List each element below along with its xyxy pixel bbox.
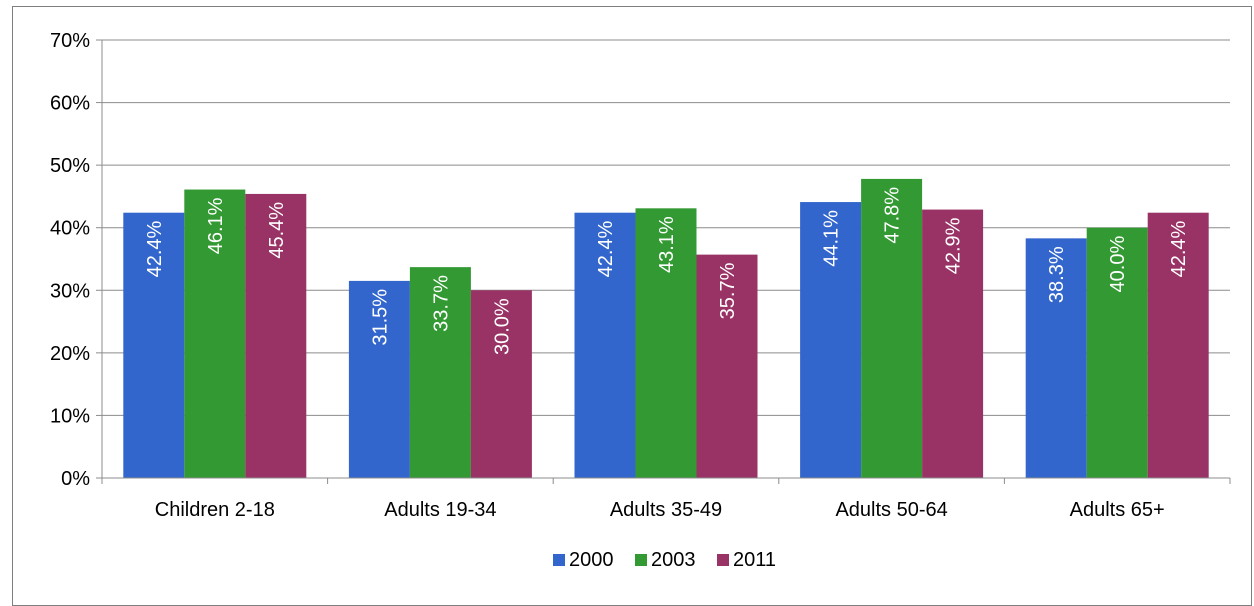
bar xyxy=(861,178,923,478)
data-label: 43.1% xyxy=(656,216,678,273)
y-tick-label: 60% xyxy=(50,93,90,115)
bar xyxy=(348,280,410,478)
bar xyxy=(1025,238,1087,478)
bar xyxy=(1086,227,1148,478)
x-tick-label: Adults 50-64 xyxy=(835,499,947,521)
bar xyxy=(1147,212,1209,478)
y-tick-label: 40% xyxy=(50,218,90,240)
data-label: 45.4% xyxy=(266,202,288,259)
bar xyxy=(635,208,697,478)
legend-label: 2003 xyxy=(651,549,696,571)
data-label: 33.7% xyxy=(430,275,452,332)
y-tick-label: 50% xyxy=(50,155,90,177)
data-label: 31.5% xyxy=(369,289,391,346)
data-label: 35.7% xyxy=(717,262,739,319)
legend-swatch xyxy=(635,554,647,566)
legend-label: 2000 xyxy=(569,549,614,571)
y-tick-label: 0% xyxy=(61,468,90,490)
data-label: 44.1% xyxy=(821,210,843,267)
data-label: 42.4% xyxy=(595,220,617,277)
bar xyxy=(123,212,185,478)
bar xyxy=(922,209,984,478)
data-label: 38.3% xyxy=(1046,246,1068,303)
bar xyxy=(184,189,246,478)
bar xyxy=(409,267,471,478)
data-label: 42.4% xyxy=(144,220,166,277)
x-tick-label: Adults 35-49 xyxy=(610,499,722,521)
bar xyxy=(470,290,532,478)
bar xyxy=(696,254,758,478)
bar xyxy=(800,202,862,478)
legend-label: 2011 xyxy=(733,549,776,571)
y-tick-label: 20% xyxy=(50,343,90,365)
y-tick-label: 30% xyxy=(50,280,90,302)
data-label: 40.0% xyxy=(1107,236,1129,293)
x-tick-label: Adults 19-34 xyxy=(384,499,496,521)
y-tick-label: 70% xyxy=(50,30,90,52)
data-label: 42.9% xyxy=(943,217,965,274)
data-label: 30.0% xyxy=(491,298,513,355)
data-label: 46.1% xyxy=(205,197,227,254)
legend-swatch xyxy=(553,554,565,566)
data-label: 42.4% xyxy=(1168,220,1190,277)
bar xyxy=(245,193,307,478)
x-tick-label: Children 2-18 xyxy=(155,499,275,521)
legend-swatch xyxy=(717,554,729,566)
data-label: 47.8% xyxy=(882,187,904,244)
bar xyxy=(574,212,636,478)
y-tick-label: 10% xyxy=(50,405,90,427)
x-tick-label: Adults 65+ xyxy=(1070,499,1165,521)
